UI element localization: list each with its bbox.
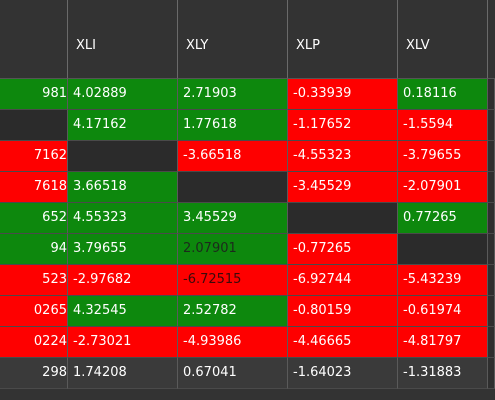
table-cell[interactable]: -2.97682 (68, 265, 178, 296)
column-header[interactable]: XLY (178, 0, 288, 79)
table-cell[interactable]: 0265 (0, 296, 68, 327)
table-cell[interactable]: -4.46665 (288, 327, 398, 358)
table-cell[interactable]: -4.55323 (288, 141, 398, 172)
table-cell[interactable]: 4.55323 (68, 203, 178, 234)
table-cell[interactable]: 981 (0, 79, 68, 110)
table-cell[interactable]: -1.31883 (398, 358, 488, 389)
table-cell[interactable]: 4.32545 (68, 296, 178, 327)
table-cell[interactable]: 2.07901 (178, 234, 288, 265)
table-cell[interactable]: 0.77265 (398, 203, 488, 234)
table-cell (488, 296, 495, 327)
table-cell[interactable]: 3.45529 (178, 203, 288, 234)
header-cell[interactable] (0, 0, 68, 79)
table-cell[interactable]: 2.71903 (178, 79, 288, 110)
column-header[interactable]: XLI (68, 0, 178, 79)
table-cell (488, 327, 495, 358)
table-cell[interactable]: -6.72515 (178, 265, 288, 296)
table-cell[interactable]: 2.52782 (178, 296, 288, 327)
table-cell[interactable] (178, 172, 288, 203)
table-cell[interactable]: 4.02889 (68, 79, 178, 110)
table-cell[interactable]: 7618 (0, 172, 68, 203)
table-cell[interactable] (288, 203, 398, 234)
table-cell[interactable]: -0.33939 (288, 79, 398, 110)
table-cell[interactable] (68, 141, 178, 172)
table-cell[interactable]: 7162 (0, 141, 68, 172)
table-cell[interactable]: 298 (0, 358, 68, 389)
table-cell[interactable]: 1.77618 (178, 110, 288, 141)
table-cell[interactable]: 0.18116 (398, 79, 488, 110)
table-cell[interactable]: 94 (0, 234, 68, 265)
table-cell[interactable]: -1.64023 (288, 358, 398, 389)
table-cell[interactable]: -5.43239 (398, 265, 488, 296)
table-cell[interactable]: 3.66518 (68, 172, 178, 203)
table-cell[interactable]: -4.81797 (398, 327, 488, 358)
table-cell (488, 79, 495, 110)
table-cell (488, 172, 495, 203)
table-cell[interactable]: -1.17652 (288, 110, 398, 141)
table-cell[interactable]: 652 (0, 203, 68, 234)
table-cell[interactable] (398, 234, 488, 265)
table-cell[interactable] (0, 110, 68, 141)
table-cell[interactable]: -2.07901 (398, 172, 488, 203)
table-cell[interactable]: -3.79655 (398, 141, 488, 172)
table-cell (488, 265, 495, 296)
table-cell[interactable]: 3.79655 (68, 234, 178, 265)
table-cell (488, 203, 495, 234)
table-cell[interactable]: 1.74208 (68, 358, 178, 389)
table-cell[interactable]: -0.80159 (288, 296, 398, 327)
column-header[interactable]: XLV (398, 0, 488, 79)
table-cell[interactable]: -0.77265 (288, 234, 398, 265)
table-cell[interactable]: 0.67041 (178, 358, 288, 389)
table-cell[interactable]: -3.45529 (288, 172, 398, 203)
table-cell[interactable]: -0.61974 (398, 296, 488, 327)
table-cell (488, 358, 495, 389)
table-cell (488, 234, 495, 265)
header-cell (488, 0, 495, 79)
table-cell[interactable]: -2.73021 (68, 327, 178, 358)
table-cell[interactable]: -4.93986 (178, 327, 288, 358)
table-cell[interactable]: 523 (0, 265, 68, 296)
table-cell (488, 141, 495, 172)
table-cell[interactable]: -3.66518 (178, 141, 288, 172)
table-cell[interactable]: -1.5594 (398, 110, 488, 141)
table-cell[interactable]: -6.92744 (288, 265, 398, 296)
table-cell[interactable]: 0224 (0, 327, 68, 358)
table-cell (488, 110, 495, 141)
table-cell[interactable]: 4.17162 (68, 110, 178, 141)
column-header[interactable]: XLP (288, 0, 398, 79)
